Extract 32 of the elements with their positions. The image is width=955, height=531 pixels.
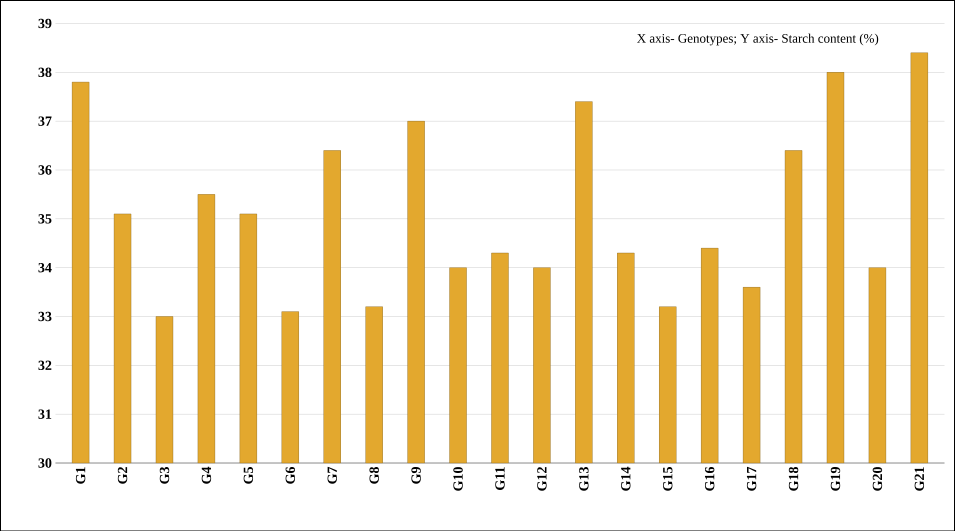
x-tick-label: G17: [746, 466, 756, 490]
x-tick-label: G15: [663, 466, 672, 490]
x-tick-label: G9: [411, 466, 421, 484]
annotation: X axis- Genotypes; Y axis- Starch content (%): [637, 33, 878, 46]
x-tick-label: G12: [537, 466, 547, 490]
y-tick-label: 34: [38, 262, 52, 272]
x-tick-label: G8: [369, 466, 379, 484]
x-tick-label: G20: [872, 466, 882, 490]
y-tick-label: 38: [38, 67, 52, 77]
y-tick-label: 39: [38, 18, 52, 28]
x-tick-label: G18: [788, 466, 798, 490]
x-tick-label: G1: [76, 467, 86, 484]
y-tick-label: 33: [38, 312, 52, 321]
x-tick-label: G2: [118, 466, 128, 484]
x-tick-label: G6: [286, 466, 295, 484]
x-tick-label: G13: [579, 466, 589, 490]
x-tick-label: G14: [621, 466, 630, 490]
x-tick-label: G5: [244, 466, 254, 484]
y-tick-label: 36: [38, 165, 52, 174]
x-tick-label: G19: [830, 466, 840, 490]
x-tick-label: G7: [328, 466, 337, 484]
x-tick-label: G21: [914, 467, 924, 490]
x-tick-label: G11: [495, 467, 505, 490]
x-tick-label: G4: [202, 466, 212, 484]
y-tick-label: 32: [38, 360, 52, 370]
y-tick-label: 37: [38, 116, 52, 126]
x-tick-label: G10: [453, 466, 463, 490]
y-tick-label: 30: [38, 458, 52, 468]
y-tick-label: 31: [38, 409, 52, 419]
y-tick-label: 35: [38, 214, 52, 224]
x-tick-label: G16: [704, 466, 714, 490]
x-tick-label: G3: [160, 466, 170, 484]
